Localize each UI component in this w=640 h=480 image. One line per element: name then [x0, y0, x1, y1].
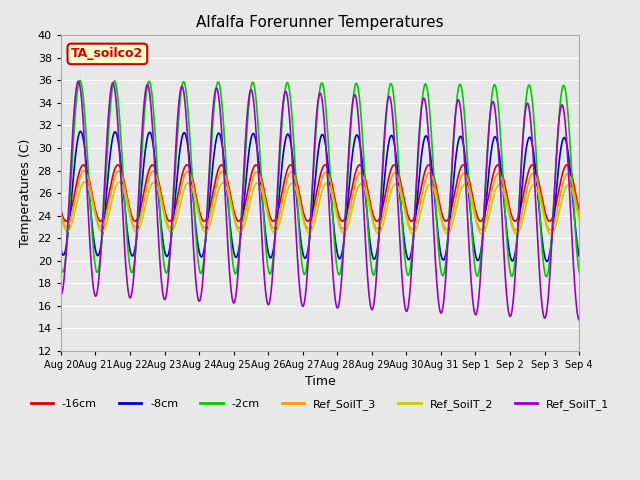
Text: TA_soilco2: TA_soilco2 [71, 48, 143, 60]
Legend: -16cm, -8cm, -2cm, Ref_SoilT_3, Ref_SoilT_2, Ref_SoilT_1: -16cm, -8cm, -2cm, Ref_SoilT_3, Ref_Soil… [26, 395, 614, 415]
X-axis label: Time: Time [305, 375, 335, 388]
Y-axis label: Temperatures (C): Temperatures (C) [19, 139, 32, 247]
Title: Alfalfa Forerunner Temperatures: Alfalfa Forerunner Temperatures [196, 15, 444, 30]
